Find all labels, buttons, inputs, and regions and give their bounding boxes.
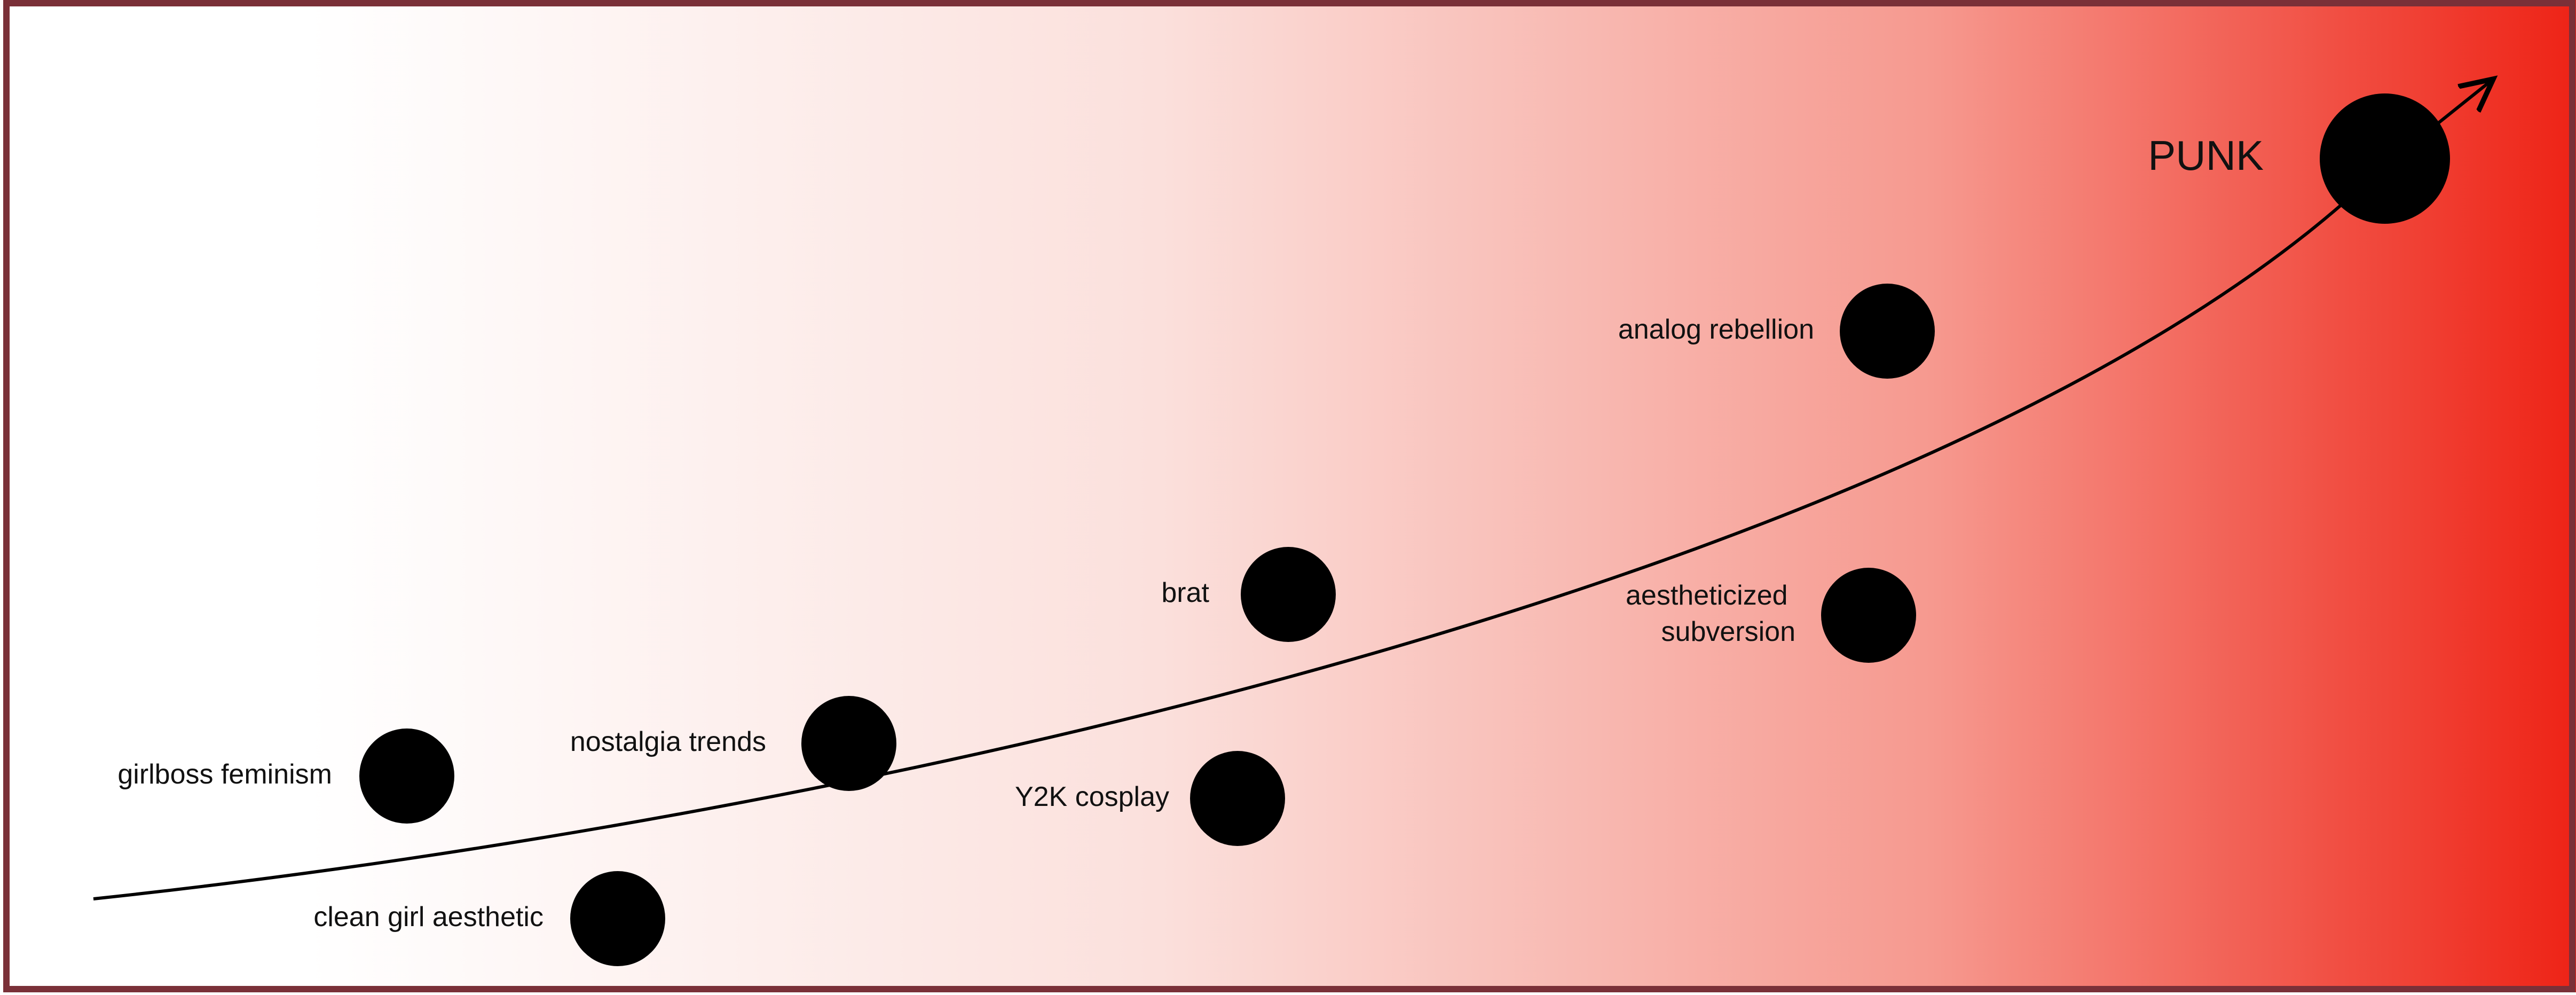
- node-dot: [2320, 93, 2450, 224]
- node-dot: [359, 728, 454, 824]
- node-y2k: Y2K cosplay: [1015, 751, 1285, 846]
- node-dot: [1241, 547, 1336, 642]
- node-dot: [1821, 568, 1916, 663]
- node-brat: brat: [1161, 547, 1336, 642]
- node-label: PUNK: [2148, 132, 2264, 179]
- node-analog-rebellion: analog rebellion: [1618, 284, 1935, 379]
- node-aestheticized-subversion: aestheticized subversion: [1626, 568, 1916, 663]
- diagram-border: [3, 0, 2575, 992]
- node-girlboss: girlboss feminism: [117, 728, 454, 824]
- node-label: Y2K cosplay: [1015, 781, 1169, 812]
- node-clean-girl: clean girl aesthetic: [313, 871, 665, 966]
- node-dot: [1190, 751, 1285, 846]
- node-label: analog rebellion: [1618, 314, 1814, 345]
- node-punk: PUNK: [2148, 93, 2450, 224]
- node-dot: [801, 696, 896, 791]
- trajectory-curve-arrow: [93, 171, 2378, 900]
- node-label: nostalgia trends: [570, 726, 766, 757]
- node-dot: [1840, 284, 1935, 379]
- node-nostalgia: nostalgia trends: [570, 696, 896, 791]
- node-dot: [570, 871, 665, 966]
- node-label: aestheticized subversion: [1626, 580, 1795, 647]
- node-label: clean girl aesthetic: [313, 902, 543, 933]
- node-label: girlboss feminism: [117, 759, 332, 790]
- node-label: brat: [1161, 577, 1209, 608]
